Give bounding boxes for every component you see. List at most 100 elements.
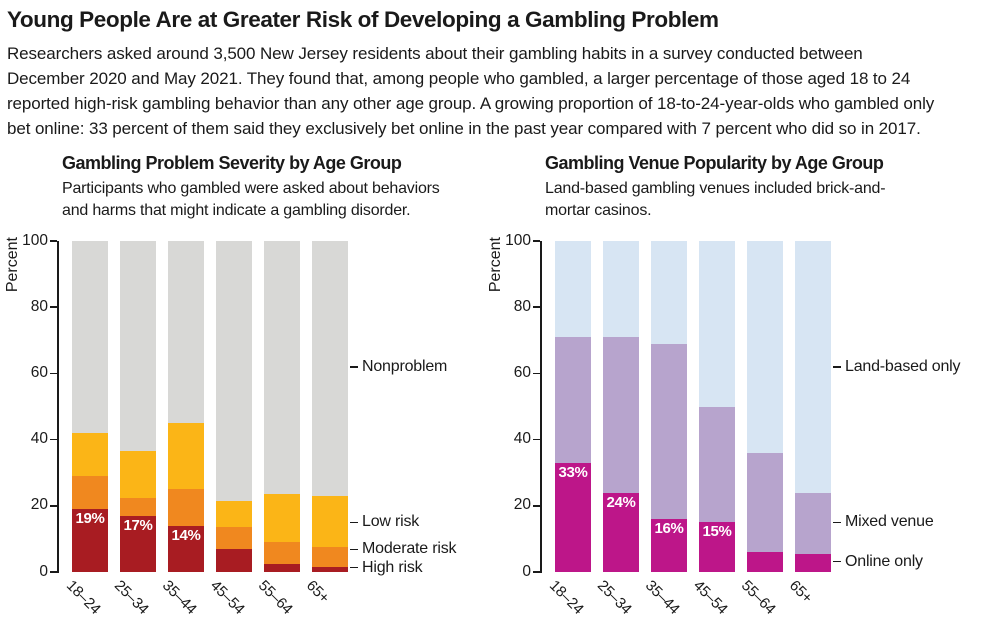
y-tick-mark (50, 571, 57, 573)
x-category-label: 25–34 (110, 577, 152, 618)
y-tick-mark (533, 240, 540, 242)
bar-segment-online-only: 24% (603, 492, 639, 572)
y-tick-label: 40 (30, 430, 48, 448)
y-tick-mark (533, 306, 540, 308)
page-title: Young People Are at Greater Risk of Deve… (7, 7, 719, 32)
bar-segment-online-only (747, 552, 783, 572)
chart-subtitle-line: mortar casinos. (545, 202, 652, 219)
x-category-label: 25–34 (593, 577, 635, 618)
segment-value-label: 33% (558, 463, 588, 481)
segment-value-label: 14% (171, 526, 201, 544)
bar-segment-mixed-venue (651, 343, 687, 520)
segment-annotation: High risk (350, 558, 423, 578)
stacked-bar: 16% (651, 241, 687, 572)
annotation-label: Low risk (362, 513, 420, 531)
chart-title: Gambling Problem Severity by Age Group (62, 153, 402, 173)
stacked-bar: 19% (72, 241, 108, 572)
bar-segment-low-risk (72, 433, 108, 477)
chart-gambling-problem-severity: Gambling Problem Severity by Age Group P… (4, 150, 500, 637)
segment-annotation: Land-based only (833, 357, 961, 377)
bar-segment-nonproblem (168, 241, 204, 424)
bar-segment-land-based-only (699, 241, 735, 407)
bar-segment-high-risk (264, 563, 300, 572)
stacked-bar: 24% (603, 241, 639, 572)
bar-segment-mixed-venue (555, 337, 591, 463)
bar-segment-nonproblem (264, 241, 300, 495)
segment-annotation: Mixed venue (833, 512, 934, 532)
bar-segment-land-based-only (603, 241, 639, 337)
bar-segment-online-only: 16% (651, 519, 687, 572)
bar-segment-low-risk (120, 451, 156, 498)
intro-line: reported high-risk gambling behavior tha… (7, 94, 935, 113)
bar-segment-moderate-risk (264, 542, 300, 564)
annotation-tick (350, 548, 358, 551)
bar-segment-moderate-risk (120, 497, 156, 516)
bar-segment-online-only (795, 553, 831, 572)
stacked-bar: 14% (168, 241, 204, 572)
intro-line: December 2020 and May 2021. They found t… (7, 69, 911, 88)
segment-value-label: 17% (123, 516, 153, 534)
bar-segment-land-based-only (555, 241, 591, 338)
y-tick-mark (50, 240, 57, 242)
bar-segment-high-risk (216, 548, 252, 572)
y-tick-label: 100 (22, 231, 48, 249)
bar-segment-low-risk (264, 494, 300, 543)
annotation-label: Land-based only (845, 357, 961, 375)
stacked-bar: 15% (699, 241, 735, 572)
bar-segment-low-risk (168, 423, 204, 490)
y-tick-label: 80 (513, 297, 531, 315)
x-category-label: 35–44 (158, 577, 200, 618)
chart-subtitle-line: Participants who gambled were asked abou… (62, 180, 440, 197)
bar-segment-moderate-risk (168, 489, 204, 526)
bar-segment-high-risk: 19% (72, 509, 108, 572)
chart-subtitle-line: Land-based gambling venues included bric… (545, 180, 886, 197)
bar-segment-mixed-venue (747, 452, 783, 553)
annotation-tick (350, 566, 358, 569)
y-tick-label: 40 (513, 430, 531, 448)
segment-value-label: 19% (75, 510, 105, 528)
intro-paragraph: Researchers asked around 3,500 New Jerse… (7, 41, 934, 141)
bar-segment-mixed-venue (699, 406, 735, 523)
chart-title: Gambling Venue Popularity by Age Group (545, 153, 884, 173)
bar-segment-low-risk (312, 495, 348, 548)
segment-annotation: Low risk (350, 512, 419, 532)
bar-segment-moderate-risk (72, 476, 108, 510)
bar-segment-moderate-risk (312, 547, 348, 568)
y-tick-mark (50, 438, 57, 441)
y-tick-mark (50, 306, 57, 308)
bar-segment-land-based-only (747, 241, 783, 453)
y-axis (540, 241, 542, 573)
bar-segment-nonproblem (216, 241, 252, 501)
y-tick-mark (533, 438, 540, 441)
segment-value-label: 16% (654, 520, 684, 538)
y-tick-label: 100 (505, 231, 531, 249)
segment-value-label: 24% (606, 493, 636, 511)
plot-area: Percent 0 20 40 60 80 100 33% 18–24 24% 25–34 16% 3… (487, 232, 1000, 618)
segment-value-label: 15% (702, 523, 732, 541)
stacked-bar (216, 241, 252, 572)
plot-area: Percent 0 20 40 60 80 100 19% 18–24 17% 25–34 14% 3… (4, 232, 500, 618)
x-category-label: 65+ (785, 577, 816, 607)
y-axis (57, 241, 59, 573)
bar-segment-online-only: 33% (555, 462, 591, 572)
bar-segment-mixed-venue (603, 337, 639, 493)
bar-segment-nonproblem (312, 241, 348, 496)
stacked-bar: 33% (555, 241, 591, 572)
intro-line: Researchers asked around 3,500 New Jerse… (7, 44, 863, 63)
x-category-label: 35–44 (641, 577, 683, 618)
bar-segment-moderate-risk (216, 527, 252, 549)
segment-annotation: Nonproblem (350, 357, 447, 377)
segment-annotation: Online only (833, 552, 923, 572)
y-tick-label: 20 (30, 496, 48, 514)
y-tick-label: 60 (30, 363, 48, 381)
bar-segment-high-risk: 14% (168, 525, 204, 572)
chart-subtitle-line: and harms that might indicate a gambling… (62, 202, 411, 219)
annotation-label: Mixed venue (845, 513, 934, 531)
segment-annotation: Moderate risk (350, 539, 457, 559)
x-category-label: 55–64 (737, 577, 779, 618)
stacked-bar (747, 241, 783, 572)
annotation-tick (833, 560, 841, 563)
y-tick-mark (50, 505, 57, 507)
y-tick-mark (533, 505, 540, 507)
stacked-bar (264, 241, 300, 572)
